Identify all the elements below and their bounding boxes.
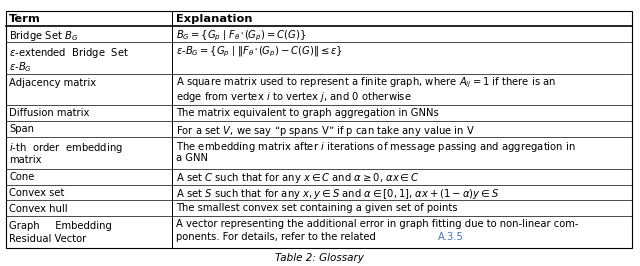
Text: Bridge Set $B_G$: Bridge Set $B_G$ bbox=[9, 29, 78, 43]
Text: A set $S$ such that for any $x, y \in S$ and $\alpha \in [0,1]$, $\alpha x + (1-: A set $S$ such that for any $x, y \in S$… bbox=[176, 187, 499, 201]
Text: Diffusion matrix: Diffusion matrix bbox=[9, 109, 90, 118]
Text: Graph     Embedding: Graph Embedding bbox=[9, 221, 112, 231]
Text: A square matrix used to represent a finite graph, where $A_{ij} = 1$ if there is: A square matrix used to represent a fini… bbox=[176, 76, 556, 90]
Text: $\epsilon$-extended  Bridge  Set: $\epsilon$-extended Bridge Set bbox=[9, 46, 129, 60]
Text: Cone: Cone bbox=[9, 172, 35, 182]
Text: Explanation: Explanation bbox=[176, 14, 252, 23]
Text: Table 2: Glossary: Table 2: Glossary bbox=[275, 253, 364, 263]
Text: ponents. For details, refer to the related: ponents. For details, refer to the relat… bbox=[176, 232, 379, 242]
Text: a GNN: a GNN bbox=[176, 153, 208, 163]
Text: The matrix equivalent to graph aggregation in GNNs: The matrix equivalent to graph aggregati… bbox=[176, 108, 438, 118]
Text: The embedding matrix after $i$ iterations of message passing and aggregation in: The embedding matrix after $i$ iteration… bbox=[176, 139, 575, 153]
Text: The smallest convex set containing a given set of points: The smallest convex set containing a giv… bbox=[176, 203, 458, 213]
Text: edge from vertex $i$ to vertex $j$, and 0 otherwise: edge from vertex $i$ to vertex $j$, and … bbox=[176, 90, 412, 103]
Text: Residual Vector: Residual Vector bbox=[9, 234, 86, 244]
Text: Convex set: Convex set bbox=[9, 188, 65, 198]
Text: $B_G = \{G_p \mid F_{\theta^*}(G_p) = C(G)\}$: $B_G = \{G_p \mid F_{\theta^*}(G_p) = C(… bbox=[176, 28, 307, 43]
Text: A vector representing the additional error in graph fitting due to non-linear co: A vector representing the additional err… bbox=[176, 219, 579, 229]
Text: $i$-th  order  embedding: $i$-th order embedding bbox=[9, 142, 123, 155]
Text: $\epsilon$-$B_G$: $\epsilon$-$B_G$ bbox=[9, 60, 32, 73]
Text: Term: Term bbox=[9, 14, 41, 23]
Text: matrix: matrix bbox=[9, 155, 42, 165]
Bar bbox=[6, 11, 632, 248]
Text: Span: Span bbox=[9, 124, 34, 134]
Text: Adjacency matrix: Adjacency matrix bbox=[9, 78, 96, 88]
Text: $\epsilon$-$B_G = \{G_p \mid \|F_{\theta^*}(G_p) - C(G)\| \leq \epsilon\}$: $\epsilon$-$B_G = \{G_p \mid \|F_{\theta… bbox=[176, 44, 343, 59]
Text: Convex hull: Convex hull bbox=[9, 204, 68, 214]
Text: For a set $V$, we say “p spans V” if p can take any value in V: For a set $V$, we say “p spans V” if p c… bbox=[176, 124, 475, 138]
Text: A set $C$ such that for any $x \in C$ and $\alpha \geq 0$, $\alpha x \in C$: A set $C$ such that for any $x \in C$ an… bbox=[176, 171, 419, 185]
Text: A.3.5: A.3.5 bbox=[438, 232, 464, 242]
